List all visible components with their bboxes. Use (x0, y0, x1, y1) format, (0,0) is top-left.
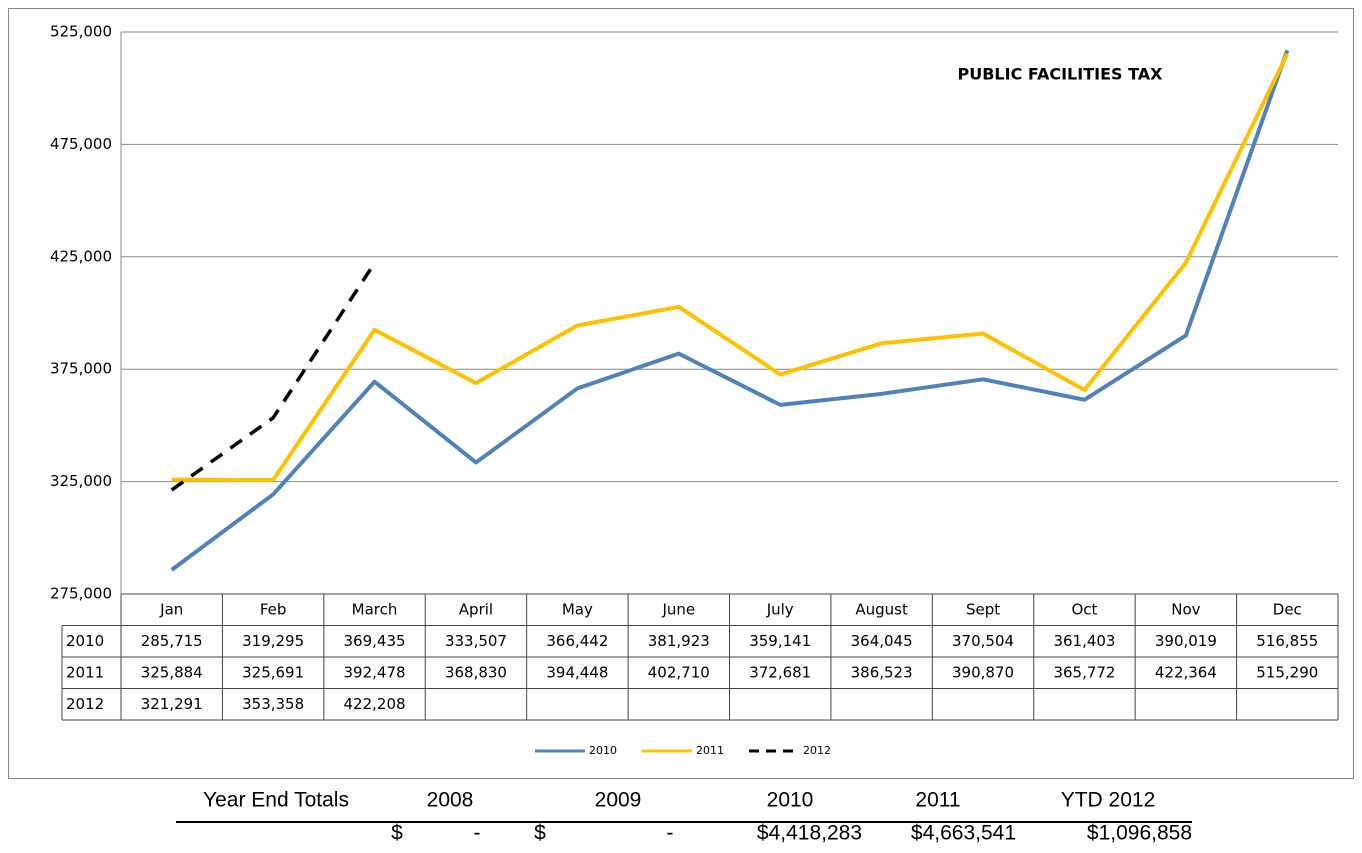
y-tick-label: 325,000 (50, 472, 112, 490)
totals-cell: $1,096,858 (1087, 822, 1192, 845)
totals-cell: $ (534, 822, 546, 845)
y-tick-label: 275,000 (50, 585, 112, 603)
table-row-header: 2011 (66, 663, 104, 681)
table-cell: 422,364 (1155, 663, 1217, 681)
table-cell: 381,923 (648, 632, 710, 650)
table-cell: 422,208 (344, 695, 406, 713)
totals-cell: $4,663,541 (911, 822, 1016, 845)
table-cell: 369,435 (344, 632, 406, 650)
totals-cell: - (474, 822, 481, 845)
table-cell: 353,358 (242, 695, 304, 713)
y-tick-label: 525,000 (50, 23, 112, 41)
table-row-header: 2010 (66, 632, 104, 650)
table-cell: 325,691 (242, 663, 304, 681)
legend-label: 2010 (589, 744, 617, 757)
table-cell: 386,523 (851, 663, 913, 681)
x-tick-label: Feb (260, 600, 287, 618)
totals-cell: - (667, 822, 674, 845)
table-cell: 402,710 (648, 663, 710, 681)
x-tick-label: June (661, 600, 695, 618)
x-tick-label: Dec (1273, 600, 1302, 618)
table-cell: 325,884 (141, 663, 203, 681)
table-cell: 333,507 (445, 632, 507, 650)
series-line (171, 52, 1290, 483)
totals-cell: $ (391, 822, 403, 845)
table-cell: 390,019 (1155, 632, 1217, 650)
totals-header: 2009 (595, 789, 642, 812)
totals-header: 2011 (915, 789, 960, 812)
x-tick-label: Nov (1171, 600, 1200, 618)
x-tick-label: April (459, 600, 493, 618)
x-tick-label: May (562, 600, 593, 618)
table-cell: 366,442 (546, 632, 608, 650)
table-cell: 361,403 (1053, 632, 1115, 650)
chart-border (8, 8, 1354, 779)
chart-title: PUBLIC FACILITIES TAX (958, 65, 1164, 84)
table-cell: 372,681 (749, 663, 811, 681)
totals-cell: $4,418,283 (757, 822, 862, 845)
table-cell: 392,478 (344, 663, 406, 681)
table-cell: 285,715 (141, 632, 203, 650)
series-line (170, 262, 377, 492)
x-tick-label: July (766, 600, 794, 618)
x-tick-label: Oct (1071, 600, 1097, 618)
totals-header: 2008 (427, 789, 474, 812)
series-line (170, 49, 1290, 572)
totals-header: 2010 (767, 789, 814, 812)
table-cell: 516,855 (1256, 632, 1318, 650)
y-tick-label: 375,000 (50, 360, 112, 378)
x-tick-label: August (855, 600, 908, 618)
x-tick-label: March (352, 600, 398, 618)
table-cell: 370,504 (952, 632, 1014, 650)
table-cell: 319,295 (242, 632, 304, 650)
table-cell: 515,290 (1256, 663, 1318, 681)
table-cell: 321,291 (141, 695, 203, 713)
x-tick-label: Jan (159, 600, 183, 618)
table-row-header: 2012 (66, 695, 104, 713)
table-cell: 368,830 (445, 663, 507, 681)
table-cell: 359,141 (749, 632, 811, 650)
totals-header: YTD 2012 (1061, 789, 1156, 812)
y-tick-label: 475,000 (50, 135, 112, 153)
x-tick-label: Sept (966, 600, 1000, 618)
table-cell: 365,772 (1053, 663, 1115, 681)
legend-label: 2012 (803, 744, 831, 757)
legend-label: 2011 (696, 744, 724, 757)
totals-label: Year End Totals (203, 789, 349, 812)
table-cell: 390,870 (952, 663, 1014, 681)
table-cell: 394,448 (546, 663, 608, 681)
y-tick-label: 425,000 (50, 247, 112, 265)
table-cell: 364,045 (851, 632, 913, 650)
